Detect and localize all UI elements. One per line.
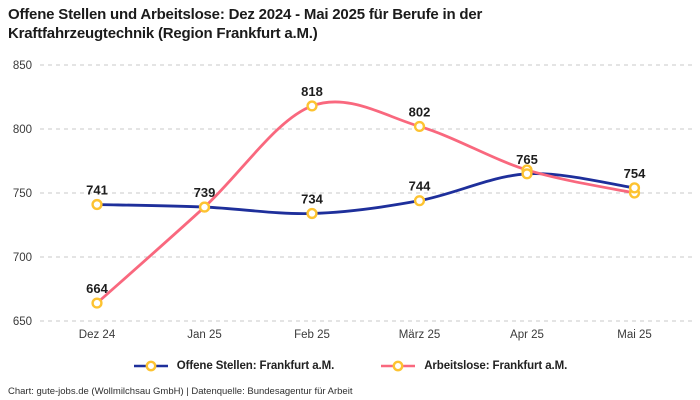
series-line-arbeitslose: [95, 100, 636, 305]
chart-title-line2: Kraftfahrzeugtechnik (Region Frankfurt a…: [8, 25, 318, 42]
data-point-marker: [306, 207, 318, 220]
data-point-label: 802: [409, 104, 431, 119]
legend-marker-arbeitslose-icon: [381, 360, 416, 372]
data-point-label: 754: [624, 166, 646, 181]
legend-item-arbeitslose: Arbeitslose: Frankfurt a.M.: [380, 360, 567, 372]
data-point-marker: [413, 120, 426, 133]
y-tick-label: 800: [13, 124, 32, 136]
legend-label-arbeitslose: Arbeitslose: Frankfurt a.M.: [424, 360, 568, 372]
legend: Offene Stellen: Frankfurt a.M. Arbeitslo…: [0, 360, 700, 372]
y-tick-label: 850: [13, 60, 32, 72]
chart-title-line1: Offene Stellen und Arbeitslose: Dez 2024…: [8, 6, 483, 23]
data-point-marker: [91, 198, 103, 211]
data-point-marker: [91, 297, 103, 309]
x-tick-label: Mai 25: [617, 329, 652, 341]
data-point-label: 664: [86, 281, 108, 296]
x-tick-label: Feb 25: [294, 329, 330, 341]
attribution: Chart: gute-jobs.de (Wollmilchsau GmbH) …: [8, 386, 353, 397]
x-tick-label: März 25: [399, 329, 441, 341]
data-point-label: 734: [301, 191, 323, 206]
data-point-marker: [198, 201, 211, 213]
legend-item-offene-stellen: Offene Stellen: Frankfurt a.M.: [133, 360, 334, 372]
data-point-label: 765: [516, 152, 538, 167]
y-tick-label: 650: [13, 316, 32, 328]
data-point-marker: [413, 195, 426, 207]
x-tick-label: Dez 24: [79, 329, 116, 341]
x-tick-label: Apr 25: [510, 329, 544, 341]
chart-title: Offene Stellen und Arbeitslose: Dez 2024…: [8, 5, 668, 43]
y-tick-label: 700: [13, 252, 32, 264]
data-point-label: 818: [301, 84, 323, 99]
legend-marker-offene-stellen-icon: [133, 360, 168, 372]
data-point-label: 741: [86, 183, 108, 198]
legend-label-offene-stellen: Offene Stellen: Frankfurt a.M.: [176, 360, 335, 372]
series-line-offene-stellen: [95, 172, 636, 216]
data-point-label: 739: [194, 185, 216, 200]
data-point-marker: [306, 100, 318, 112]
data-point-label: 744: [409, 179, 431, 194]
x-tick-label: Jan 25: [187, 329, 222, 341]
data-point-marker: [628, 182, 641, 194]
data-point-marker: [521, 168, 533, 180]
y-tick-label: 750: [13, 188, 32, 200]
